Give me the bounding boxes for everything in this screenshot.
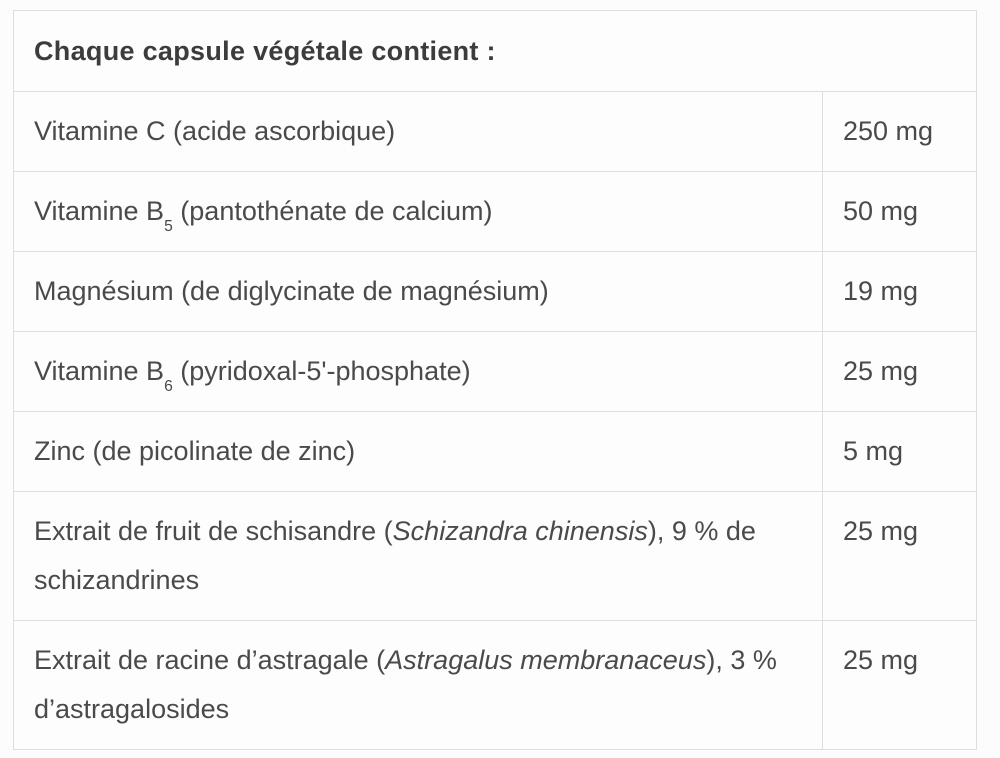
ingredient-name: Vitamine B5 (pantothénate de calcium) <box>14 172 822 251</box>
ingredient-name-segment: 6 <box>164 378 173 396</box>
table-body: Vitamine C (acide ascorbique) 250 mg Vitam… <box>14 91 976 749</box>
ingredient-name: Vitamine B6 (pyridoxal-5'-phosphate) <box>14 332 822 411</box>
ingredient-name-segment: Vitamine B <box>34 356 165 386</box>
ingredient-name-segment: Vitamine C (acide ascorbique) <box>34 116 396 146</box>
ingredient-name-segment: ), 9 % de schizandrines <box>34 516 756 595</box>
ingredient-name-segment: Vitamine B <box>34 196 165 226</box>
table-header: Chaque capsule végétale contient : <box>34 36 496 66</box>
ingredient-name-segment: ), 3 % d’astragalosides <box>34 645 777 724</box>
ingredient-name-segment: Magnésium (de diglycinate de magnésium) <box>34 276 549 306</box>
ingredient-name-segment: Schizandra chinensis <box>392 516 648 546</box>
ingredient-name: Extrait de fruit de schisandre (Schizand… <box>14 492 822 620</box>
ingredient-name: Vitamine C (acide ascorbique) <box>14 92 822 171</box>
table-row: Vitamine B6 (pyridoxal-5'-phosphate) 25 m… <box>14 331 976 411</box>
table-row: Vitamine C (acide ascorbique) 250 mg <box>14 91 976 171</box>
ingredient-name: Magnésium (de diglycinate de magnésium) <box>14 252 822 331</box>
table-row: Extrait de fruit de schisandre (Schizand… <box>14 491 976 620</box>
ingredient-name-segment: Extrait de fruit de schisandre ( <box>34 516 393 546</box>
ingredient-name-segment: (pyridoxal-5'-phosphate) <box>172 356 471 386</box>
ingredient-name-segment: (pantothénate de calcium) <box>172 196 493 226</box>
table-row: Magnésium (de diglycinate de magnésium) 1… <box>14 251 976 331</box>
ingredient-amount: 25 mg <box>822 492 976 620</box>
ingredient-name: Extrait de racine d’astragale (Astragalu… <box>14 621 822 749</box>
ingredient-amount: 5 mg <box>822 412 976 491</box>
ingredient-name-segment: Astragalus membranaceus <box>385 645 707 675</box>
ingredient-amount: 25 mg <box>822 621 976 749</box>
table-row: Vitamine B5 (pantothénate de calcium) 50 … <box>14 171 976 251</box>
ingredient-name: Zinc (de picolinate de zinc) <box>14 412 822 491</box>
ingredient-name-segment: Extrait de racine d’astragale ( <box>34 645 386 675</box>
ingredient-name-segment: Zinc (de picolinate de zinc) <box>34 436 356 466</box>
ingredient-name-segment: 5 <box>164 218 173 236</box>
table-row: Zinc (de picolinate de zinc) 5 mg <box>14 411 976 491</box>
ingredient-amount: 25 mg <box>822 332 976 411</box>
supplement-facts-table: Chaque capsule végétale contient : Vitam… <box>13 10 977 750</box>
table-row: Extrait de racine d’astragale (Astragalu… <box>14 620 976 749</box>
ingredient-amount: 50 mg <box>822 172 976 251</box>
ingredient-amount: 19 mg <box>822 252 976 331</box>
ingredient-amount: 250 mg <box>822 92 976 171</box>
